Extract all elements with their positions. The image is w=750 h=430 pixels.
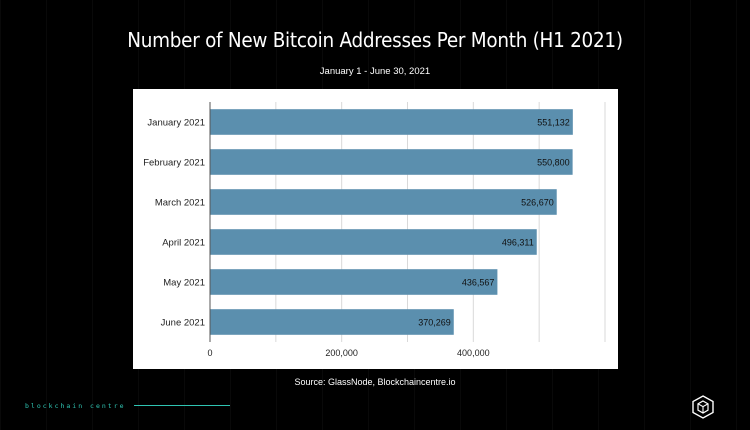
value-label: 526,670	[521, 198, 554, 208]
chart-panel: January 2021 551,132 February 2021 550,800 M…	[133, 89, 618, 369]
category-label: February 2021	[143, 158, 205, 169]
bar	[210, 269, 498, 295]
category-label: April 2021	[162, 238, 205, 249]
value-label: 370,269	[418, 318, 451, 328]
hexagon-cube-icon	[692, 395, 714, 419]
bar	[210, 309, 454, 335]
value-label: 496,311	[502, 238, 534, 248]
bar	[210, 149, 573, 175]
x-tick-label: 400,000	[457, 348, 490, 358]
category-label: May 2021	[163, 278, 205, 289]
value-label: 436,567	[462, 278, 495, 288]
value-label: 550,800	[537, 158, 570, 168]
category-label: March 2021	[155, 198, 205, 209]
brand-divider	[134, 405, 230, 406]
x-tick-label: 0	[207, 348, 212, 358]
brand-name: blockchain centre	[25, 402, 126, 410]
category-label: June 2021	[161, 318, 205, 329]
value-label: 551,132	[537, 118, 570, 128]
chart-subtitle: January 1 - June 30, 2021	[319, 66, 431, 77]
chart-title: Number of New Bitcoin Addresses Per Mont…	[127, 28, 623, 52]
bar-chart: January 2021 551,132 February 2021 550,800 M…	[143, 102, 606, 358]
category-label: January 2021	[147, 118, 205, 129]
bar	[210, 229, 537, 255]
x-tick-label: 200,000	[325, 348, 358, 358]
source-note: Source: GlassNode, Blockchaincentre.io	[294, 377, 456, 387]
bar	[210, 109, 573, 135]
bar	[210, 189, 557, 215]
